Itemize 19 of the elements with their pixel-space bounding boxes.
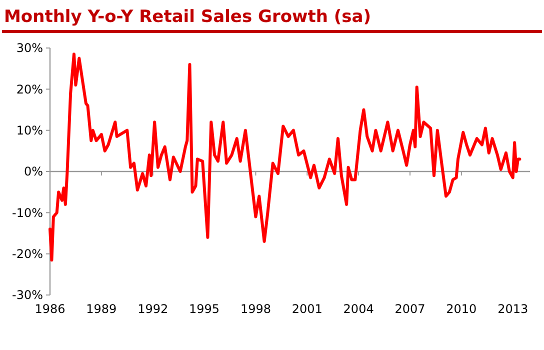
x-tick-label: 2004 [343,302,374,316]
x-tick-label: 2001 [292,302,322,316]
y-tick-label: 20% [16,82,43,96]
x-tick-label: 1989 [86,302,117,316]
y-tick-label: -30% [12,288,43,302]
x-tick-label: 2007 [394,302,426,316]
y-tick-label: -20% [12,247,43,262]
y-tick-label: -10% [12,206,43,220]
x-tick-label: 1986 [34,302,66,316]
x-tick-label: 2013 [498,302,528,316]
y-tick-label: 10% [16,124,43,138]
x-tick-label: 1998 [240,302,271,316]
x-tick-label: 2010 [446,302,477,316]
line-series [48,52,522,262]
y-tick-label: 30% [16,41,43,56]
x-tick-label: 1995 [189,302,220,316]
chart-title: Monthly Y-o-Y Retail Sales Growth (sa) [4,7,371,27]
y-tick-label: 0% [24,164,43,179]
x-tick-label: 1992 [138,302,168,316]
